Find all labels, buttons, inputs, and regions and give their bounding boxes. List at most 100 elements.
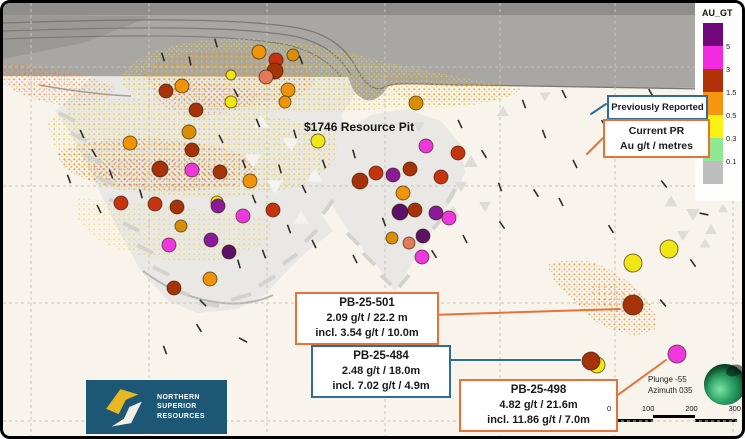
hole-id: PB-25-501 [339,297,395,309]
callout-pb-25-484: PB-25-484 2.48 g/t / 18.0m incl. 7.02 g/… [311,345,451,398]
drill-trace-tick [311,239,317,249]
drill-trace-tick [351,149,357,159]
drill-trace-tick [138,189,144,199]
triangle-facet [664,195,678,207]
triangle-facet [699,238,711,248]
map-shape [3,3,742,15]
drill-intercept-dot [280,82,296,98]
previously-reported-label: Previously Reported [611,102,704,113]
triangle-facet [253,114,269,128]
bench-line [361,251,377,267]
legend-threshold-label: 0.5 [726,111,737,120]
drill-intercept-dot [441,210,457,226]
drill-trace-tick [79,129,85,139]
drill-intercept-dot [667,344,687,364]
triangle-facet [497,105,509,117]
triangle-facet [283,138,299,152]
bench-line [431,215,445,231]
leader-line [429,308,621,316]
bench-line [303,228,319,244]
drill-trace-tick [541,129,547,139]
drill-trace-tick [689,258,697,268]
resource-pit-label: $1746 Resource Pit [304,120,415,134]
drill-intercept-dot [351,172,369,190]
legend-threshold-label: 1.5 [726,88,737,97]
drill-intercept-dot [622,294,644,316]
drill-trace-tick [238,337,248,343]
drill-trace-tick [660,179,668,189]
bench-line [152,265,170,277]
map-shape [142,270,274,305]
drill-trace-tick [255,118,261,128]
drill-intercept-dot [166,280,182,296]
bench-line [136,243,154,255]
drill-intercept-dot [385,167,401,183]
drill-intercept-dot [450,145,466,161]
bench-line [445,188,457,204]
drill-intercept-dot [122,135,138,151]
drill-intercept-dot [395,185,411,201]
hole-id: PB-25-484 [353,350,409,362]
drill-intercept-dot [174,219,188,233]
drill-trace-tick [497,182,503,192]
bench-line [58,111,76,123]
drill-trace-tick [261,249,267,259]
legend-threshold-label: 0.3 [726,134,737,143]
current-pr-line2: Au g/t / metres [620,139,693,152]
callout-pb-25-501: PB-25-501 2.09 g/t / 22.2 m incl. 3.54 g… [295,292,439,345]
drill-intercept-dot [202,271,218,287]
drill-trace-tick [498,220,506,230]
drill-trace-tick [286,224,292,234]
drill-intercept-dot [368,165,384,181]
wireframe-triangles [413,92,728,248]
logo-wordmark: NORTHERN SUPERIOR RESOURCES [157,394,205,420]
legend-color-swatch [703,69,723,92]
triangle-facet [245,154,261,168]
pit-bench-lines [58,111,457,308]
bench-line [84,153,102,165]
plunge-label: Plunge -55 [648,375,687,384]
drill-intercept-dot [258,69,274,85]
drill-intercept-dot [414,249,430,265]
drill-intercept-dot [174,78,190,94]
drill-intercept-dot [408,95,424,111]
drill-intercept-dot [407,202,423,218]
orientation-sphere [704,364,742,405]
drill-intercept-dot [385,231,399,245]
current-pr-key: Current PR Au g/t / metres [603,119,710,159]
hole-id: PB-25-498 [510,384,567,396]
drill-trace-tick [532,188,540,198]
drill-trace-tick [298,55,304,65]
scalebar-tick-label: 100 [641,404,655,413]
bench-line [70,131,88,143]
bench-line [397,273,411,289]
bench-line [321,198,335,216]
triangle-facet [267,180,283,194]
legend-color-swatch [703,92,723,115]
scalebar-tick-label: 200 [685,404,698,413]
drill-trace-tick [214,38,218,48]
drill-intercept-dot [221,244,237,260]
pit-facet-triangles [245,114,323,224]
legend-threshold-label: 0.1 [726,157,737,166]
callout-leader-lines [429,103,667,398]
drill-intercept-dot [181,124,197,140]
triangle-facet [677,230,689,242]
drill-intercept-dot [278,95,292,109]
drill-trace-tick [381,217,387,227]
intercept-line: 2.09 g/t / 22.2 m [326,312,408,324]
drill-trace-tick [430,249,438,259]
bench-line [230,292,252,302]
drill-intercept-dot [265,202,281,218]
drill-trace-tick [251,194,257,204]
drill-trace-tick [292,129,298,139]
drill-trace-tick [233,88,239,98]
drill-intercept-dot [242,173,258,189]
leader-line [614,359,667,398]
drill-trace-tick [352,254,358,264]
drill-trace-tick [572,159,578,169]
map-shape [3,65,88,98]
drill-trace-tick [188,56,192,66]
drill-trace-tick [218,134,224,144]
